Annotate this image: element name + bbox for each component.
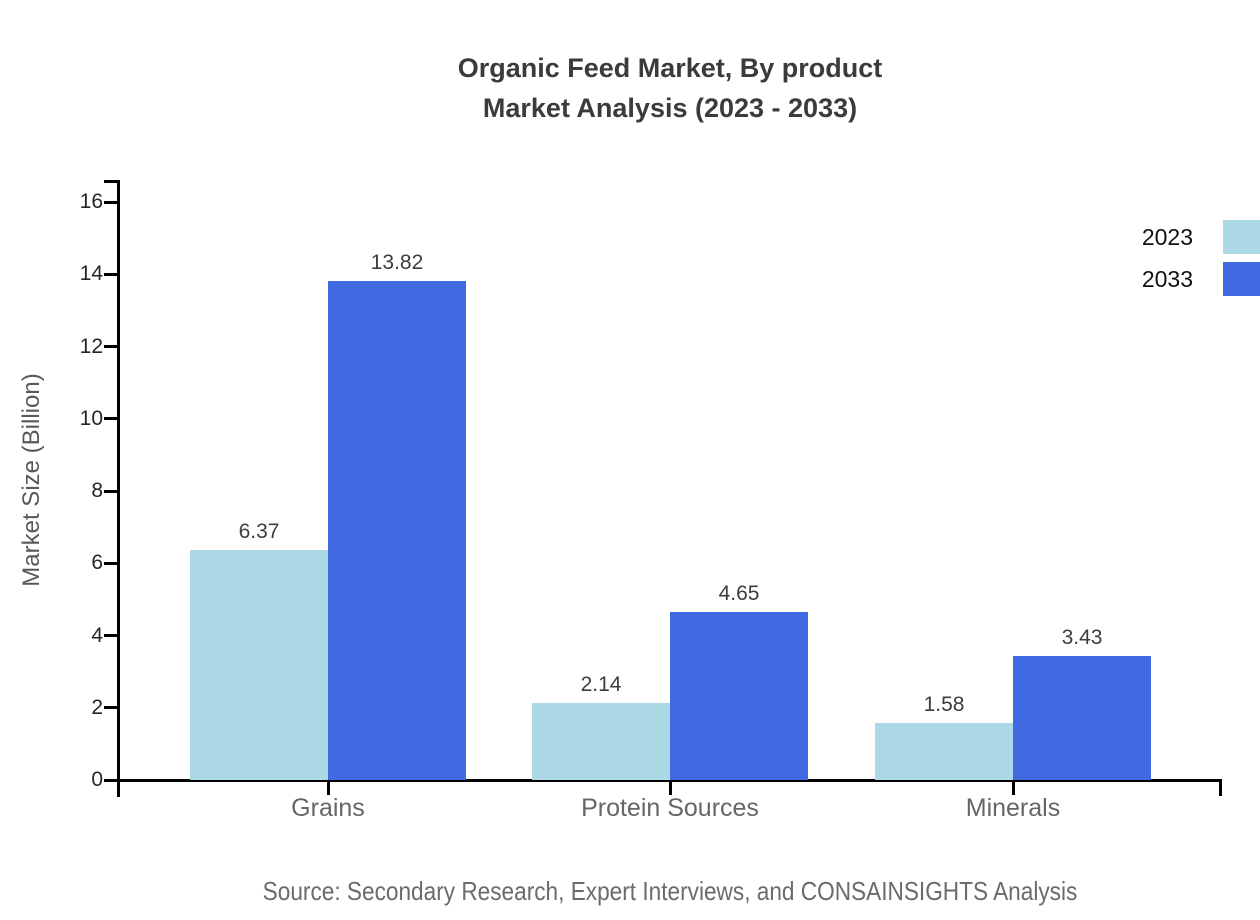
- y-tick-label: 12: [79, 334, 103, 358]
- legend-item-2023: 2023: [1142, 220, 1260, 254]
- y-tick-label: 8: [91, 479, 103, 502]
- y-tick-label: 2: [91, 695, 103, 719]
- legend-swatch-2033: [1223, 262, 1260, 296]
- bar-2033-protein-sources: [670, 612, 808, 780]
- y-tick-label: 0: [91, 768, 103, 791]
- chart-title-line2: Market Analysis (2023 - 2033): [482, 93, 858, 123]
- bar-2033-grains: [328, 280, 466, 780]
- y-tick: [104, 200, 119, 204]
- y-tick-label: 6: [91, 551, 103, 575]
- chart-title-line1: Organic Feed Market, By product: [457, 53, 883, 83]
- bar-value-label: 13.82: [370, 250, 424, 274]
- y-tick: [104, 345, 119, 348]
- y-tick: [104, 272, 119, 276]
- bar-value-label: 6.37: [238, 519, 280, 543]
- source-note: Source: Secondary Research, Expert Inter…: [262, 876, 1078, 906]
- y-tick-label: 16: [79, 190, 103, 213]
- legend-label-2023: 2023: [1141, 223, 1193, 250]
- x-category-label-grains: Grains: [291, 794, 365, 822]
- legend-label-2033: 2033: [1141, 265, 1193, 292]
- y-tick-label: 10: [79, 406, 103, 430]
- x-tick: [668, 781, 672, 795]
- bar-value-label: 3.43: [1061, 626, 1103, 650]
- x-axis-line: [104, 778, 1222, 782]
- y-tick: [104, 706, 119, 710]
- x-category-label-minerals: Minerals: [965, 794, 1061, 822]
- bar-value-label: 1.58: [923, 692, 965, 716]
- legend-swatch-2023: [1223, 220, 1260, 254]
- y-tick-label: 14: [79, 262, 103, 286]
- bar-2023-protein-sources: [532, 702, 670, 780]
- bar-2023-minerals: [875, 722, 1013, 780]
- x-axis-end-tick: [1219, 778, 1222, 796]
- y-tick: [104, 417, 119, 421]
- y-tick: [104, 561, 119, 565]
- chart-title: Organic Feed Market, By product Market A…: [80, 48, 1260, 128]
- legend: 2023 2033: [1142, 220, 1260, 304]
- y-tick: [104, 489, 119, 493]
- bar-value-label: 2.14: [580, 672, 622, 696]
- bar-2033-minerals: [1013, 656, 1151, 780]
- x-tick: [1011, 781, 1015, 795]
- bar-value-label: 4.65: [718, 582, 760, 606]
- y-tick: [104, 778, 119, 782]
- y-tick: [104, 634, 119, 637]
- y-tick-label: 4: [91, 623, 103, 647]
- legend-item-2033: 2033: [1142, 262, 1260, 296]
- bar-2023-grains: [190, 549, 328, 780]
- y-axis-end-tick: [104, 180, 119, 183]
- x-category-label-protein-sources: Protein Sources: [581, 794, 759, 822]
- y-axis-line: [116, 180, 120, 797]
- x-tick: [326, 781, 330, 795]
